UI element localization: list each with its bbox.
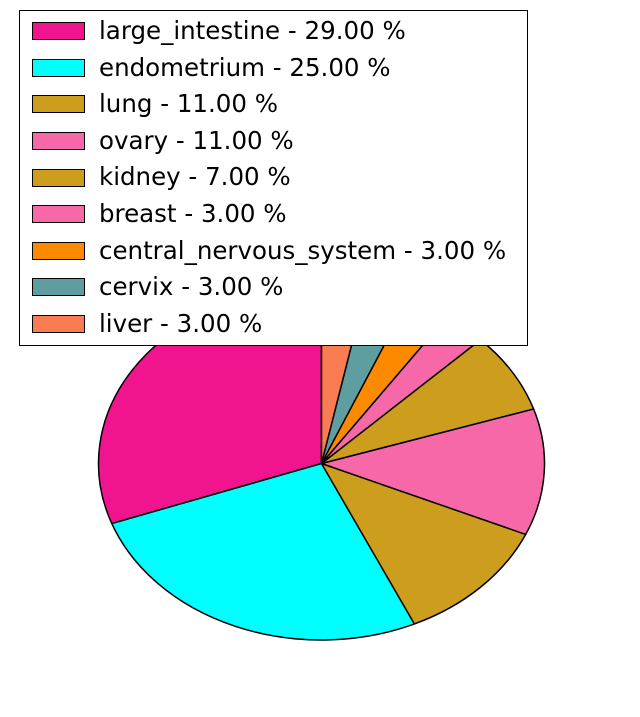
- legend-item-large-intestine: large_intestine - 29.00 %: [32, 13, 527, 50]
- legend-swatch: [32, 132, 85, 151]
- legend-swatch: [32, 168, 85, 187]
- legend-swatch: [32, 241, 85, 260]
- legend-label: cervix - 3.00 %: [99, 272, 284, 302]
- pie-slice-lung: [320, 462, 527, 625]
- legend-swatch: [32, 95, 85, 114]
- legend-item-breast: breast - 3.00 %: [32, 196, 527, 233]
- legend-item-kidney: kidney - 7.00 %: [32, 159, 527, 196]
- legend-label: breast - 3.00 %: [99, 199, 287, 229]
- legend-label: central_nervous_system - 3.00 %: [99, 235, 507, 265]
- legend-label: lung - 11.00 %: [99, 89, 279, 119]
- legend-item-lung: lung - 11.00 %: [32, 86, 527, 123]
- legend-label: endometrium - 25.00 %: [99, 52, 391, 82]
- legend-label: large_intestine - 29.00 %: [99, 16, 406, 46]
- legend-item-cervix: cervix - 3.00 %: [32, 269, 527, 306]
- legend-item-liver: liver - 3.00 %: [32, 306, 527, 343]
- legend: large_intestine - 29.00 % endometrium - …: [19, 10, 528, 346]
- legend-label: liver - 3.00 %: [99, 308, 263, 338]
- pie-slice-endometrium: [111, 462, 416, 641]
- legend-item-endometrium: endometrium - 25.00 %: [32, 50, 527, 87]
- legend-swatch: [32, 22, 85, 41]
- legend-swatch: [32, 278, 85, 297]
- pie-slice-ovary: [320, 408, 546, 536]
- legend-swatch: [32, 58, 85, 77]
- legend-item-ovary: ovary - 11.00 %: [32, 123, 527, 160]
- legend-label: ovary - 11.00 %: [99, 125, 294, 155]
- legend-swatch: [32, 205, 85, 224]
- legend-item-central-nervous-system: central_nervous_system - 3.00 %: [32, 233, 527, 270]
- legend-swatch: [32, 315, 85, 334]
- legend-label: kidney - 7.00 %: [99, 162, 291, 192]
